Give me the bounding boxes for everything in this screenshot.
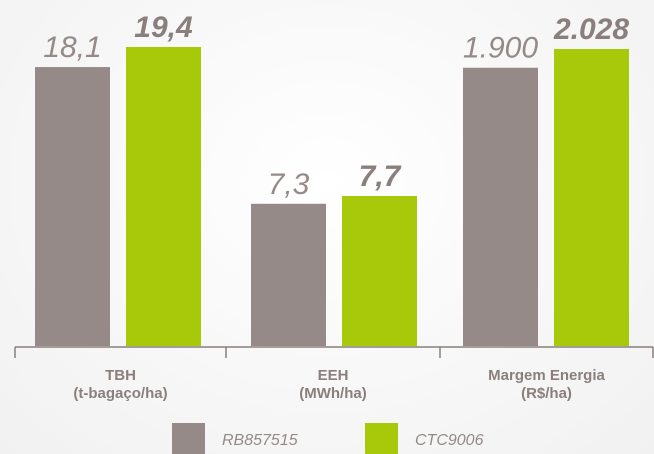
bar — [126, 47, 201, 346]
legend-swatch — [172, 423, 205, 454]
bar — [463, 67, 538, 347]
bar — [554, 49, 629, 346]
x-tick-label: EEH — [318, 367, 349, 384]
legend-swatch — [365, 423, 398, 454]
value-label: 2.028 — [553, 13, 629, 46]
value-label: 7,3 — [268, 168, 310, 201]
value-label: 1.900 — [463, 32, 538, 65]
x-tick-label: Margem Energia — [488, 367, 605, 384]
x-tick-label: (R$/ha) — [521, 385, 572, 402]
x-tick-label: (t-bagaço/ha) — [73, 385, 167, 402]
value-label: 19,4 — [134, 11, 193, 44]
legend-label: CTC9006 — [415, 432, 484, 449]
x-tick-label: TBH — [105, 367, 136, 384]
bar — [342, 196, 417, 346]
value-label: 7,7 — [359, 160, 402, 193]
legend-label: RB857515 — [222, 432, 298, 449]
bar — [251, 203, 326, 346]
bar — [35, 67, 110, 347]
value-label: 18,1 — [43, 31, 101, 64]
x-tick-label: (MWh/ha) — [299, 385, 366, 402]
